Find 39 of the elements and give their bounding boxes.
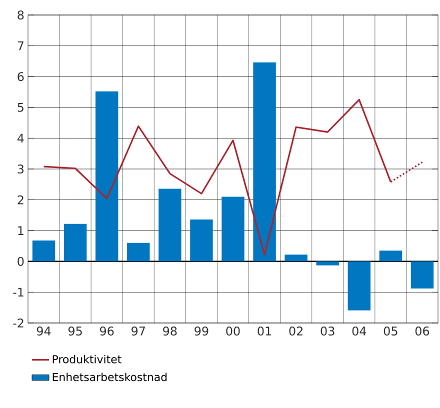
bar — [316, 261, 339, 266]
bar — [410, 261, 434, 289]
y-tick-label: -2 — [13, 318, 24, 328]
bar — [64, 224, 87, 262]
x-tick-label: 00 — [226, 326, 240, 336]
x-tick-label: 04 — [352, 326, 366, 336]
bar — [95, 91, 118, 262]
bar — [127, 242, 150, 262]
y-tick-label: 4 — [17, 134, 24, 143]
y-tick-label: 2 — [18, 195, 24, 204]
bar — [158, 188, 182, 262]
x-tick-label: 02 — [289, 326, 302, 336]
bar — [222, 196, 244, 262]
x-tick-label: 94 — [36, 326, 51, 336]
x-tick-label: 06 — [415, 326, 430, 336]
y-tick-label: 3 — [18, 164, 24, 174]
bar — [348, 261, 371, 310]
y-tick-label: 6 — [18, 72, 24, 82]
bar — [190, 220, 213, 262]
y-tick-label: 8 — [18, 10, 24, 20]
x-tick-label: 96 — [100, 326, 114, 336]
x-tick-label: 95 — [68, 326, 82, 336]
x-tick-label: 05 — [384, 326, 398, 336]
y-tick-label: 1 — [18, 226, 24, 235]
y-tick-label: 0 — [18, 256, 24, 266]
legend-label: Produktivitet — [52, 354, 122, 364]
x-tick-label: 98 — [163, 326, 177, 336]
y-tick-label: 5 — [18, 102, 24, 112]
bar — [32, 240, 56, 262]
bar — [284, 254, 308, 262]
x-tick-label: 01 — [258, 326, 272, 336]
bar — [379, 250, 402, 262]
bar — [253, 62, 276, 262]
y-tick-label: -1 — [13, 288, 24, 297]
legend-label: Enhetsarbetskostnad — [52, 372, 167, 382]
x-tick-label: 99 — [194, 326, 208, 336]
x-tick-label: 97 — [132, 326, 145, 336]
y-tick-label: 7 — [18, 41, 24, 50]
x-tick-label: 03 — [320, 326, 334, 336]
